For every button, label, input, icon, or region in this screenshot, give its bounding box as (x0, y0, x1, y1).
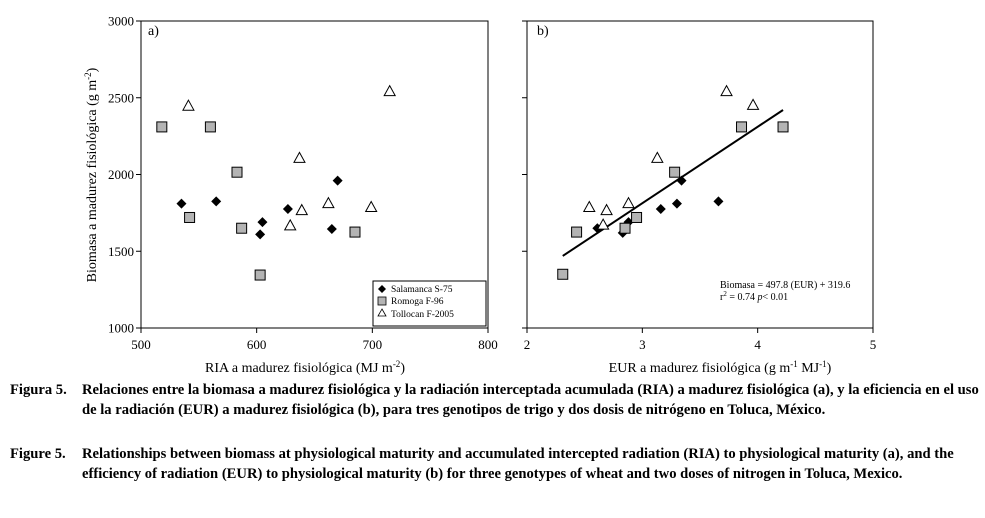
point-tollocan-f-2005 (182, 99, 195, 111)
point-salamanca-s-75 (257, 217, 268, 228)
point-tollocan-f-2005 (596, 218, 610, 230)
panel-a-x-axis-label: RIA a madurez fisiológica (MJ m-2) (205, 359, 405, 376)
point-romoga-f-96 (236, 222, 248, 234)
y-tick-label: 2000 (108, 167, 134, 182)
x-tick-label: 2 (524, 337, 531, 352)
point-romoga-f-96 (557, 268, 569, 280)
legend-label-tollocan: Tollocan F-2005 (391, 310, 454, 320)
caption-spanish-label: Figura 5. (10, 382, 67, 398)
caption-english: Figure 5. Relationships between biomass … (10, 444, 980, 484)
point-romoga-f-96 (619, 222, 631, 234)
point-romoga-f-96 (349, 226, 361, 238)
legend-label-salamanca: Salamanca S-75 (391, 285, 453, 295)
point-romoga-f-96 (777, 121, 789, 133)
point-tollocan-f-2005 (600, 203, 613, 216)
caption-spanish-text: Relaciones entre la biomasa a madurez fi… (82, 382, 979, 418)
legend: Salamanca S-75 Romoga F-96 Tollocan F-20… (372, 280, 487, 327)
panel-a-tag: a) (148, 24, 159, 39)
point-salamanca-s-75 (655, 204, 666, 215)
point-salamanca-s-75 (713, 196, 724, 207)
x-tick-label: 800 (478, 337, 498, 352)
point-salamanca-s-75 (326, 223, 337, 234)
point-tollocan-f-2005 (293, 151, 306, 163)
legend-marker-romoga (377, 296, 387, 306)
point-romoga-f-96 (669, 166, 681, 178)
panel-b: b) 2 3 4 5 Biomasa = 497.8 (EUR) + 319.6 r2… (522, 20, 877, 376)
panel-b-x-axis-label: EUR a madurez fisiológica (g m-1 MJ-1) (609, 359, 832, 376)
x-tick-label: 5 (870, 337, 877, 352)
point-tollocan-f-2005 (720, 84, 733, 97)
legend-box (372, 280, 487, 327)
figure: Biomasa a madurez fisiológica (g m-2) a)… (83, 14, 877, 377)
x-tick-label: 3 (639, 337, 646, 352)
point-salamanca-s-75 (255, 229, 266, 240)
caption-english-text: Relationships between biomass at physiol… (82, 446, 954, 482)
point-salamanca-s-75 (676, 175, 687, 186)
legend-marker-tollocan (377, 308, 387, 317)
point-romoga-f-96 (231, 166, 243, 178)
point-romoga-f-96 (571, 226, 583, 238)
point-romoga-f-96 (184, 211, 196, 223)
panel-a: a) 1000 1500 2000 2500 3000 500 600 700 800 RIA… (108, 14, 498, 377)
y-tick-label: 3000 (108, 14, 134, 29)
point-salamanca-s-75 (282, 204, 293, 215)
legend-label-romoga: Romoga F-96 (391, 297, 444, 307)
y-tick-label: 2500 (108, 90, 134, 105)
point-tollocan-f-2005 (295, 203, 309, 216)
point-romoga-f-96 (631, 211, 643, 223)
y-tick-label: 1500 (108, 244, 134, 259)
point-tollocan-f-2005 (650, 151, 664, 163)
panel-b-tag: b) (537, 24, 549, 39)
y-tick-label: 1000 (108, 321, 134, 336)
legend-marker-salamanca (378, 285, 386, 293)
point-tollocan-f-2005 (364, 200, 378, 213)
point-romoga-f-96 (156, 121, 168, 133)
x-tick-label: 600 (247, 337, 267, 352)
point-salamanca-s-75 (332, 175, 343, 186)
regression-stats: r2 = 0.74 p< 0.01 (720, 290, 788, 303)
caption-spanish: Figura 5. Relaciones entre la biomasa a … (10, 380, 980, 420)
x-tick-label: 700 (363, 337, 383, 352)
regression-line (562, 109, 784, 257)
point-romoga-f-96 (204, 121, 216, 133)
point-tollocan-f-2005 (283, 218, 297, 231)
y-axis-label: Biomasa a madurez fisiológica (g m-2) (83, 67, 100, 282)
regression-equation: Biomasa = 497.8 (EUR) + 319.6 (720, 280, 850, 291)
point-tollocan-f-2005 (746, 98, 760, 110)
point-tollocan-f-2005 (622, 196, 635, 209)
point-tollocan-f-2005 (322, 196, 335, 209)
point-tollocan-f-2005 (582, 200, 596, 213)
point-salamanca-s-75 (176, 198, 187, 209)
point-romoga-f-96 (736, 121, 748, 133)
point-tollocan-f-2005 (383, 84, 397, 97)
x-tick-label: 500 (131, 337, 151, 352)
point-romoga-f-96 (254, 269, 266, 281)
x-tick-label: 4 (754, 337, 761, 352)
point-salamanca-s-75 (671, 198, 682, 209)
caption-english-label: Figure 5. (10, 446, 66, 462)
point-salamanca-s-75 (211, 196, 222, 207)
